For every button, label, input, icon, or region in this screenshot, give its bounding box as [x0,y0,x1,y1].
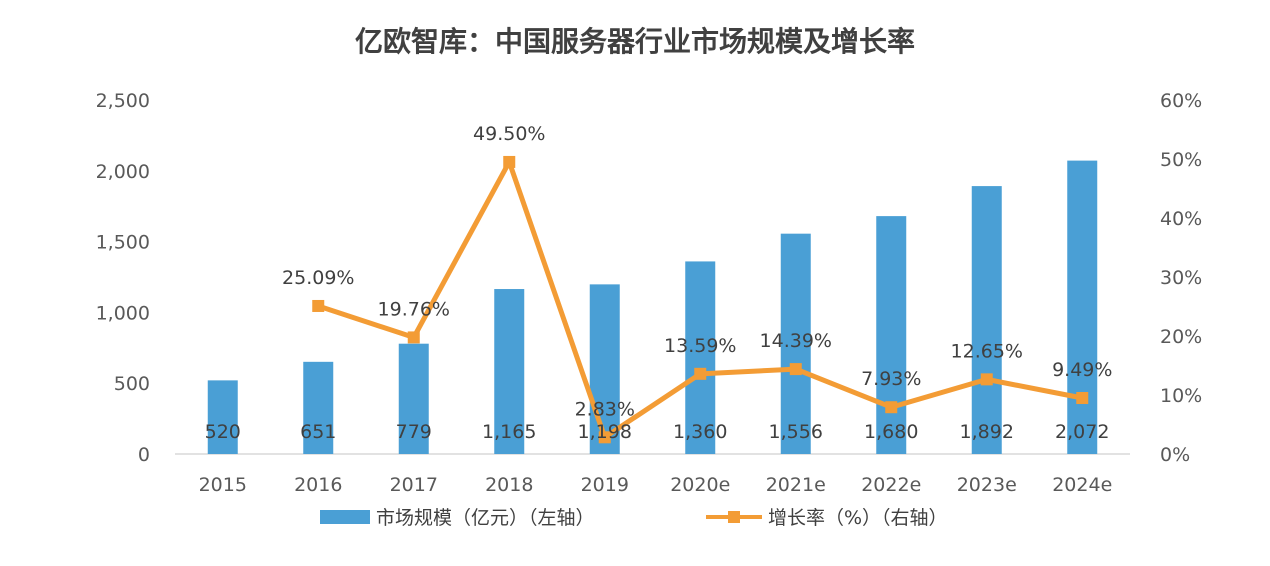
bar [207,380,238,454]
x-tick-label: 2021e [766,474,826,496]
line-data-label: 7.93% [861,368,921,390]
y-right-tick-label: 20% [1160,326,1202,348]
line-data-label: 13.59% [664,335,736,357]
line-data-label: 25.09% [282,267,354,289]
bar [398,343,429,454]
bar-data-label: 651 [300,421,336,443]
line-marker [1076,392,1089,405]
legend-line-swatch [706,510,762,524]
legend-label-growth-rate: 增长率（%）（右轴） [768,507,948,529]
line-marker [694,367,707,380]
y-right-tick-label: 0% [1160,444,1190,466]
bar-data-label: 1,198 [578,421,632,443]
y-right-tick-label: 50% [1160,149,1202,171]
bar-data-label: 1,892 [960,421,1014,443]
line-marker [789,363,802,376]
x-tick-label: 2017 [390,474,438,496]
y-left-tick-label: 0 [138,444,150,466]
bar-data-label: 1,165 [482,421,536,443]
y-right-tick-label: 60% [1160,90,1202,112]
y-left-tick-label: 2,500 [96,90,150,112]
bar [685,261,716,454]
y-right-tick-label: 30% [1160,267,1202,289]
x-tick-label: 2018 [485,474,533,496]
x-tick-label: 2015 [199,474,247,496]
bar [303,361,334,454]
y-right-tick-label: 40% [1160,208,1202,230]
bar [1067,160,1098,454]
x-tick-label: 2016 [294,474,342,496]
bar-data-label: 1,556 [769,421,823,443]
chart-title: 亿欧智库：中国服务器行业市场规模及增长率 [354,25,915,58]
x-tick-label: 2020e [670,474,730,496]
legend-item-growth-rate: 增长率（%）（右轴） [706,503,948,530]
bar [876,216,907,454]
bar [494,289,525,454]
legend-label-market-size: 市场规模（亿元）（左轴） [376,507,595,529]
x-tick-label: 2023e [957,474,1017,496]
bar-data-label: 520 [205,421,241,443]
bar [589,284,620,454]
line-marker [598,431,611,444]
line-marker [980,373,993,386]
bar-data-label: 2,072 [1055,421,1109,443]
legend-item-market-size: 市场规模（亿元）（左轴） [320,503,595,530]
bar-data-label: 1,680 [864,421,918,443]
bar-data-label: 1,360 [673,421,727,443]
bar [780,233,811,454]
line-data-label: 49.50% [473,123,545,145]
legend: 市场规模（亿元）（左轴） 增长率（%）（右轴） [0,503,1270,533]
line-data-label: 9.49% [1052,359,1112,381]
bar [971,186,1002,454]
line-marker [312,299,325,312]
line-data-label: 2.83% [575,398,635,420]
x-tick-label: 2019 [581,474,629,496]
x-tick-label: 2024e [1052,474,1112,496]
y-right-tick-label: 10% [1160,385,1202,407]
line-data-label: 19.76% [378,298,450,320]
line-data-label: 14.39% [760,330,832,352]
bar-data-label: 779 [396,421,432,443]
line-marker [885,401,898,414]
line-marker [503,155,516,168]
x-tick-label: 2022e [861,474,921,496]
y-left-tick-label: 1,000 [96,302,150,324]
y-left-tick-label: 500 [114,373,150,395]
y-left-tick-label: 2,000 [96,161,150,183]
legend-bar-swatch [320,509,370,524]
y-left-tick-label: 1,500 [96,232,150,254]
line-data-label: 12.65% [951,340,1023,362]
line-marker [407,331,420,344]
